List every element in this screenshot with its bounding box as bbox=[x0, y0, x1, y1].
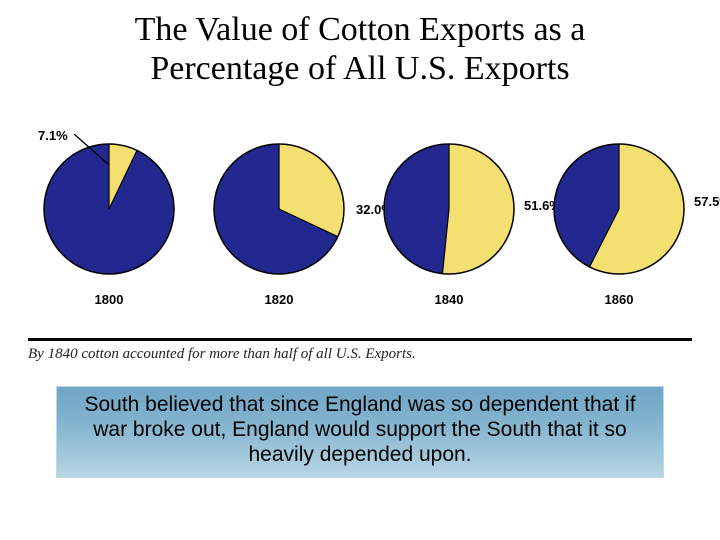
pie-svg bbox=[212, 142, 346, 276]
figure-divider bbox=[28, 338, 692, 341]
title-line-1: The Value of Cotton Exports as a bbox=[135, 11, 586, 48]
pie-1860: 57.5%1860 bbox=[544, 142, 694, 307]
pie-svg bbox=[552, 142, 686, 276]
slide: The Value of Cotton Exports as a Percent… bbox=[0, 0, 720, 540]
pct-label: 7.1% bbox=[38, 128, 68, 143]
slide-title: The Value of Cotton Exports as a Percent… bbox=[0, 0, 720, 94]
pie-year-label: 1800 bbox=[34, 292, 184, 307]
slice-other bbox=[384, 144, 449, 274]
pie-year-label: 1860 bbox=[544, 292, 694, 307]
figure-caption: By 1840 cotton accounted for more than h… bbox=[28, 346, 416, 376]
pie-1800: 7.1%1800 bbox=[34, 142, 184, 307]
title-line-2: Percentage of All U.S. Exports bbox=[150, 50, 569, 87]
body-text-box: South believed that since England was so… bbox=[56, 386, 664, 478]
pie-row: 7.1%180032.0%182051.6%184057.5%1860 bbox=[28, 120, 692, 330]
leader-line bbox=[74, 134, 134, 174]
pie-1840: 51.6%1840 bbox=[374, 142, 524, 307]
chart-figure: 7.1%180032.0%182051.6%184057.5%1860 By 1… bbox=[28, 120, 692, 380]
pie-year-label: 1840 bbox=[374, 292, 524, 307]
pie-year-label: 1820 bbox=[204, 292, 354, 307]
pie-svg bbox=[382, 142, 516, 276]
pie-1820: 32.0%1820 bbox=[204, 142, 354, 307]
slice-cotton bbox=[442, 144, 514, 274]
pct-label: 57.5% bbox=[694, 194, 720, 209]
body-text: South believed that since England was so… bbox=[84, 393, 635, 466]
